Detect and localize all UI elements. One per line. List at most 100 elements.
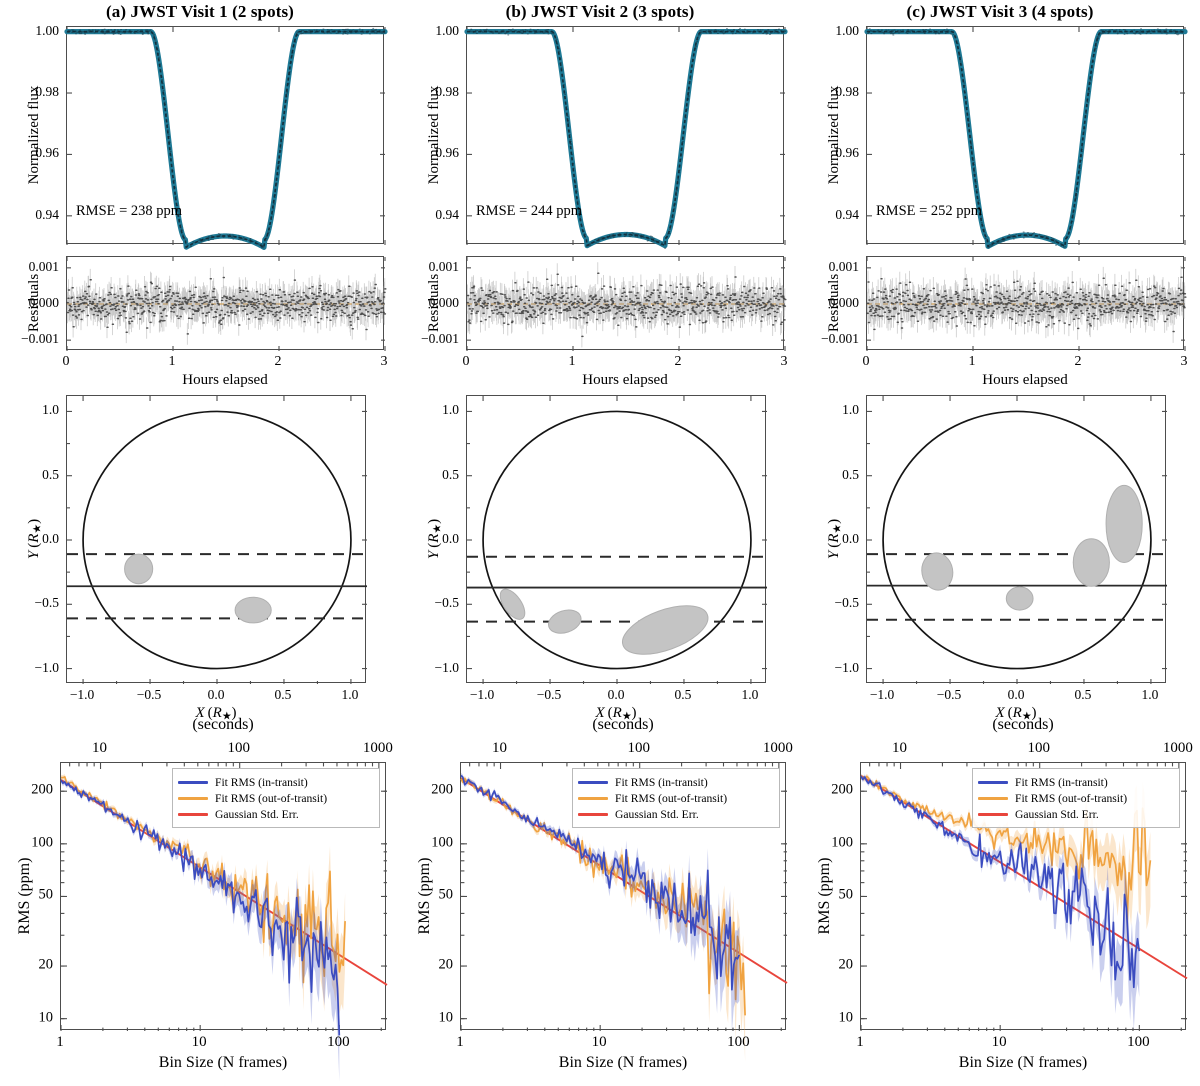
resid-ytick-b-0: 0.001 xyxy=(428,258,459,274)
panel-title-c: (c) JWST Visit 3 (4 spots) xyxy=(906,2,1094,21)
disk-x-axis-label-b: X (R★) xyxy=(595,705,637,723)
rms-ytick-b-0: 10 xyxy=(438,1009,454,1026)
disk-x-axis-label-c: X (R★) xyxy=(995,705,1037,723)
resid-ytick-c-1: 0.000 xyxy=(828,295,859,310)
disk-ytick-b-3: 0.5 xyxy=(442,466,459,482)
disk-xtick-a-2: 0.0 xyxy=(207,687,225,702)
legend-label-1-b: Fit RMS (out-of-transit) xyxy=(615,791,728,805)
stellar-disk-axes-c xyxy=(866,395,1167,684)
disk-xtick-a-3: 0.5 xyxy=(274,687,292,702)
legend-label-0-b: Fit RMS (in-transit) xyxy=(615,775,708,789)
flux-ytick-c-0: 1.00 xyxy=(835,22,859,38)
resid-xtick-b-2: 2 xyxy=(674,354,682,369)
stellar-disk-axes-b xyxy=(466,395,767,684)
residuals-axes-a xyxy=(66,256,387,351)
rms-ytick-b-1: 20 xyxy=(438,956,454,973)
disk-xtick-b-0: −1.0 xyxy=(469,687,495,702)
disk-ytick-b-2: 0.0 xyxy=(442,531,459,546)
resid-ytick-a-0: 0.001 xyxy=(28,258,59,274)
resid-xtick-b-0: 0 xyxy=(462,354,470,369)
legend-swatch-1-b xyxy=(578,796,608,800)
disk-ytick-a-3: 0.5 xyxy=(42,466,59,482)
resid-ytick-b-1: 0.000 xyxy=(428,295,459,310)
residuals-y-axis-label-a: Residuals xyxy=(26,273,42,333)
legend-item-2-c: Gaussian Std. Err. xyxy=(978,806,1172,822)
disk-xtick-b-1: −0.5 xyxy=(536,687,562,702)
rmse-annotation-a: RMSE = 238 ppm xyxy=(76,203,183,220)
rms-top-xtick-b-0: 10 xyxy=(492,740,508,756)
legend-swatch-1-a xyxy=(178,796,208,800)
legend-item-1-a: Fit RMS (out-of-transit) xyxy=(178,790,372,806)
panel-column-b: (b) JWST Visit 2 (3 spots) 1.00 0.98 0.96 0.… xyxy=(400,0,800,1086)
flux-y-axis-label-a: Normalized flux xyxy=(26,85,42,185)
disk-x-axis-label-a: X (R★) xyxy=(195,705,237,723)
rms-xtick-c-0: 1 xyxy=(856,1034,864,1050)
rms-top-xtick-a-0: 10 xyxy=(92,740,108,756)
panel-title-a: (a) JWST Visit 1 (2 spots) xyxy=(106,2,294,21)
rms-xtick-b-1: 10 xyxy=(591,1034,607,1050)
flux-ytick-c-3: 0.94 xyxy=(835,206,859,222)
residuals-axes-b xyxy=(466,256,787,351)
legend-label-2-b: Gaussian Std. Err. xyxy=(615,807,699,821)
disk-ytick-c-0: −1.0 xyxy=(834,659,860,675)
disk-xtick-b-2: 0.0 xyxy=(607,687,625,702)
rms-xtick-a-2: 100 xyxy=(327,1034,350,1050)
rms-legend-c: Fit RMS (in-transit) Fit RMS (out-of-tran… xyxy=(972,768,1180,828)
legend-label-1-a: Fit RMS (out-of-transit) xyxy=(215,791,328,805)
rms-ytick-c-4: 200 xyxy=(831,781,853,798)
rms-top-xtick-c-1: 100 xyxy=(1027,740,1050,756)
rms-top-xtick-b-1: 100 xyxy=(627,740,650,756)
rms-ytick-a-4: 200 xyxy=(31,781,53,798)
resid-xtick-a-1: 1 xyxy=(168,354,176,369)
disk-xtick-c-2: 0.0 xyxy=(1007,687,1025,702)
legend-item-1-b: Fit RMS (out-of-transit) xyxy=(578,790,772,806)
legend-item-1-c: Fit RMS (out-of-transit) xyxy=(978,790,1172,806)
rms-xtick-b-2: 100 xyxy=(727,1034,750,1050)
panel-column-c: (c) JWST Visit 3 (4 spots) 1.00 0.98 0.96 0.… xyxy=(800,0,1200,1086)
disk-ytick-a-2: 0.0 xyxy=(42,531,59,546)
lightcurve-axes-c xyxy=(864,26,1188,249)
flux-ytick-a-2: 0.96 xyxy=(35,145,59,161)
disk-xtick-c-0: −1.0 xyxy=(869,687,895,702)
legend-item-0-a: Fit RMS (in-transit) xyxy=(178,774,372,790)
rms-ytick-b-4: 200 xyxy=(431,781,453,798)
flux-ytick-a-0: 1.00 xyxy=(35,22,59,38)
disk-ytick-b-1: −0.5 xyxy=(434,595,460,611)
rms-xtick-b-0: 1 xyxy=(456,1034,464,1050)
legend-label-1-c: Fit RMS (out-of-transit) xyxy=(1015,791,1128,805)
rms-xtick-c-2: 100 xyxy=(1127,1034,1150,1050)
panel-title-b: (b) JWST Visit 2 (3 spots) xyxy=(505,2,695,21)
disk-ytick-c-1: −0.5 xyxy=(834,595,860,611)
disk-ytick-b-0: −1.0 xyxy=(434,659,460,675)
residuals-y-axis-label-b: Residuals xyxy=(426,273,442,333)
rmse-annotation-c: RMSE = 252 ppm xyxy=(876,203,983,220)
resid-xtick-c-2: 2 xyxy=(1074,354,1082,369)
disk-y-axis-label-a: Y (R★) xyxy=(26,518,44,560)
flux-ytick-c-2: 0.96 xyxy=(835,145,859,161)
flux-ytick-c-1: 0.98 xyxy=(835,84,859,99)
legend-swatch-2-a xyxy=(178,812,208,816)
rms-legend-a: Fit RMS (in-transit) Fit RMS (out-of-tran… xyxy=(172,768,380,828)
flux-y-axis-label-c: Normalized flux xyxy=(826,85,842,185)
rms-top-xtick-a-1: 100 xyxy=(227,740,250,756)
disk-ytick-a-0: −1.0 xyxy=(34,659,60,675)
rms-ytick-c-1: 20 xyxy=(838,956,854,973)
disk-xtick-b-3: 0.5 xyxy=(674,687,692,702)
legend-label-0-c: Fit RMS (in-transit) xyxy=(1015,775,1108,789)
rms-ytick-c-0: 10 xyxy=(838,1009,854,1026)
resid-xtick-a-3: 3 xyxy=(380,354,388,369)
rms-ytick-a-1: 20 xyxy=(38,956,54,973)
flux-ytick-b-3: 0.94 xyxy=(435,206,459,222)
legend-label-2-a: Gaussian Std. Err. xyxy=(215,807,299,821)
resid-ytick-b-2: −0.001 xyxy=(421,331,459,347)
legend-swatch-2-c xyxy=(978,812,1008,816)
resid-xtick-b-3: 3 xyxy=(780,354,788,369)
legend-item-0-c: Fit RMS (in-transit) xyxy=(978,774,1172,790)
rms-x-axis-label-c: Bin Size (N frames) xyxy=(958,1054,1088,1071)
disk-xtick-a-0: −1.0 xyxy=(69,687,95,702)
legend-swatch-0-b xyxy=(578,780,608,784)
disk-ytick-a-4: 1.0 xyxy=(42,402,59,418)
disk-ytick-a-1: −0.5 xyxy=(34,595,60,611)
disk-y-axis-label-c: Y (R★) xyxy=(826,518,844,560)
rms-ytick-b-3: 100 xyxy=(431,834,453,851)
